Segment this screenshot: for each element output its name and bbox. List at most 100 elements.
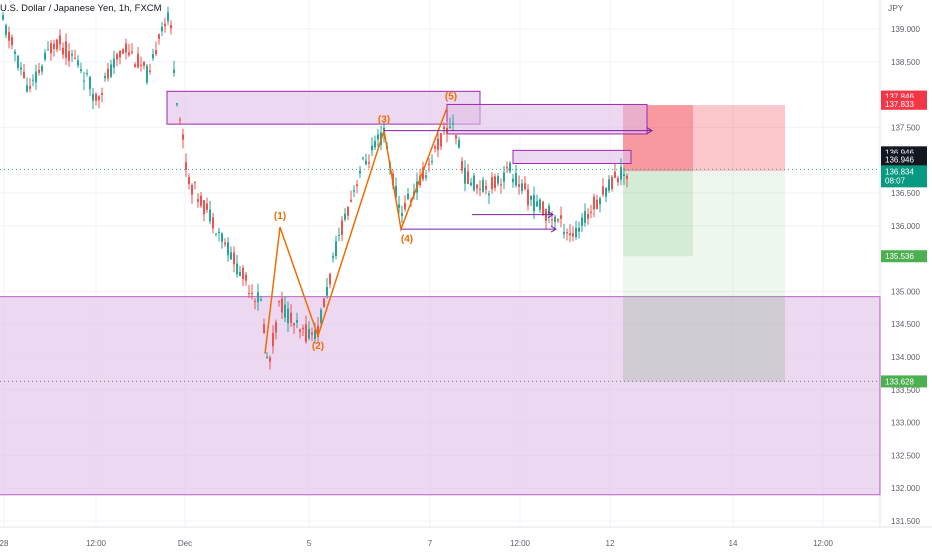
candle-body — [317, 325, 319, 338]
candle-body — [119, 50, 121, 58]
candle-body — [485, 185, 487, 190]
candle-body — [461, 161, 463, 171]
candle-body — [323, 298, 325, 308]
candle-body — [224, 242, 226, 245]
candle-body — [452, 123, 454, 125]
candle-body — [314, 329, 316, 340]
demand-zone — [0, 296, 881, 496]
candle-body — [212, 217, 214, 229]
y-tick-label: 134.000 — [891, 353, 920, 362]
candle-body — [281, 298, 283, 313]
candle-body — [554, 216, 556, 223]
candle-body — [47, 49, 49, 51]
candle-body — [605, 187, 607, 197]
candle-body — [137, 53, 139, 68]
x-tick-label: 12:00 — [86, 539, 107, 548]
candle-body — [617, 178, 619, 183]
candle-body — [62, 47, 64, 55]
price-badge-low-target: 133.628 — [885, 377, 914, 386]
price-badge-entry-bg — [881, 165, 927, 188]
price-badge-target: 135.536 — [885, 252, 914, 261]
candle-body — [227, 242, 229, 256]
candle-body — [488, 193, 490, 196]
arrow-mid-head — [547, 211, 554, 219]
candle-body — [68, 51, 70, 62]
candle-body — [560, 215, 562, 219]
candle-body — [341, 220, 343, 236]
candle-body — [620, 166, 622, 180]
candle-body — [584, 211, 586, 223]
chart-title: U.S. Dollar / Japanese Yen, 1h, FXCM — [0, 3, 162, 14]
candle-body — [122, 49, 124, 54]
y-tick-label: 136.000 — [891, 222, 920, 231]
candle-body — [587, 213, 589, 219]
candle-body — [266, 356, 268, 358]
candle-body — [155, 50, 157, 55]
candle-body — [431, 161, 433, 163]
candle-body — [59, 35, 61, 45]
candle-body — [230, 252, 232, 260]
supply-zone-mid — [446, 103, 648, 135]
candle-body — [89, 76, 91, 90]
candle-body — [209, 209, 211, 222]
candle-body — [527, 189, 529, 206]
candle-body — [104, 76, 106, 79]
price-badge-stop-top: 137.846 — [885, 93, 914, 102]
candle-body — [356, 184, 358, 187]
price-badge-current-2: 136.946 — [885, 156, 914, 165]
candle-body — [434, 146, 436, 149]
candle-body — [518, 184, 520, 187]
supply-zone-small — [512, 149, 632, 164]
x-tick-label: 12 — [606, 539, 615, 548]
candle-body — [293, 323, 295, 326]
y-tick-label: 137.500 — [891, 123, 920, 132]
candle-body — [449, 126, 451, 129]
candle-body — [491, 177, 493, 189]
arrow-wave4-head — [550, 225, 557, 233]
candle-body — [500, 184, 502, 186]
candle-body — [50, 43, 52, 54]
candle-body — [149, 70, 151, 72]
y-tick-label: 138.500 — [891, 58, 920, 67]
x-tick-label: 7 — [428, 539, 433, 548]
arrow-wave3-head — [646, 127, 653, 135]
candle-body — [245, 274, 247, 281]
candle-body — [176, 103, 178, 105]
candle-body — [626, 175, 628, 180]
candle-body — [206, 203, 208, 210]
candle-body — [551, 219, 553, 221]
candle-body — [272, 333, 274, 347]
y-tick-label: 135.000 — [891, 287, 920, 296]
candle-body — [284, 304, 286, 318]
candle-body — [290, 312, 292, 323]
take-profit-area-filled — [623, 171, 693, 257]
candle-body — [86, 73, 88, 75]
candle-body — [236, 263, 238, 275]
candle-body — [581, 217, 583, 226]
candle-body — [197, 199, 199, 202]
candle-body — [257, 292, 259, 303]
candle-body — [11, 37, 13, 46]
x-tick-label: 12:00 — [510, 539, 531, 548]
candle-body — [569, 233, 571, 236]
candle-body — [200, 195, 202, 206]
candle-body — [242, 267, 244, 280]
candle-body — [608, 179, 610, 191]
candle-body — [275, 322, 277, 333]
candle-body — [107, 68, 109, 79]
candle-body — [26, 85, 28, 92]
candle-body — [338, 235, 340, 237]
price-badge-current-1: 136.946 — [885, 148, 914, 157]
price-badge-current-2-bg — [881, 153, 927, 166]
candle-body — [464, 167, 466, 184]
candle-body — [422, 167, 424, 180]
wave-label: (5) — [445, 92, 457, 103]
candle-body — [65, 41, 67, 58]
candle-body — [41, 66, 43, 72]
candle-body — [482, 179, 484, 192]
candle-body — [80, 69, 82, 72]
candle-body — [467, 171, 469, 184]
candle-body — [146, 65, 148, 83]
